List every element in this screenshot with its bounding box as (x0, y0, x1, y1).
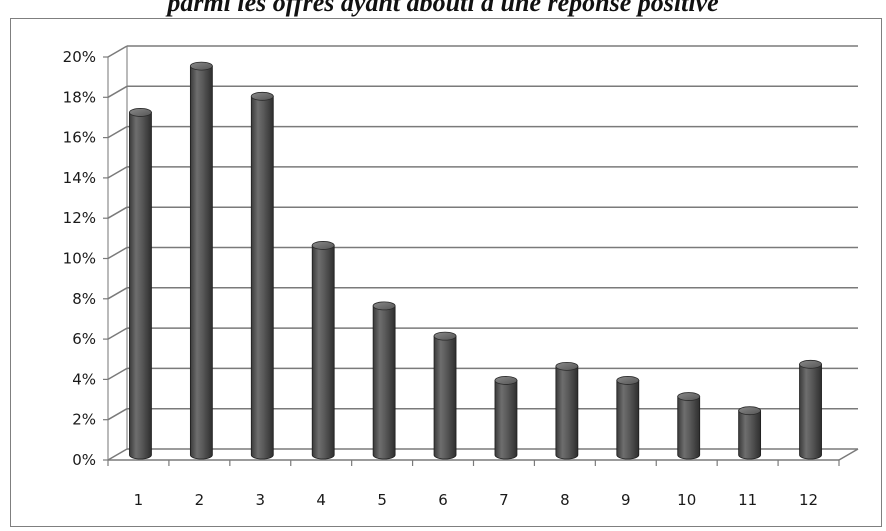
bar-1 (129, 108, 152, 460)
bar-body (738, 410, 762, 460)
chart-title: parmi les offres ayant abouti à une répo… (167, 0, 719, 17)
y-tick-label: 18% (63, 88, 96, 106)
gridline-diagonal (107, 246, 128, 260)
gridline-diagonal (107, 327, 128, 340)
bar-6 (433, 331, 457, 460)
y-tick-label: 8% (72, 290, 96, 308)
bar-cap (494, 376, 518, 385)
gridline-diagonal (107, 448, 128, 461)
y-tick-label: 14% (63, 169, 96, 187)
x-tick-label: 12 (799, 491, 818, 509)
y-tick-label: 6% (72, 330, 96, 348)
y-tick-label: 2% (72, 411, 96, 429)
bar-cap (677, 392, 701, 401)
bar-11 (738, 406, 762, 460)
bar-3 (250, 91, 274, 460)
bar-cap (372, 301, 396, 311)
y-tick-label: 0% (72, 451, 96, 469)
labels-layer: 0%2%4%6%8%10%12%14%16%18%20%1 2 3 4 5 6 7 8 9 10 1… (63, 48, 818, 509)
bar-12 (799, 359, 822, 460)
y-tick-label: 4% (72, 370, 96, 388)
bar-cap (433, 331, 457, 341)
bar-body (494, 380, 518, 460)
bar-body (372, 305, 396, 460)
grid-layer (103, 45, 859, 466)
bar-cap (311, 241, 335, 250)
x-tick-label: 7 (499, 491, 509, 509)
gridline-diagonal (107, 166, 128, 179)
gridline-diagonal (107, 45, 128, 58)
bar-cap (799, 359, 822, 369)
bar-cap (616, 376, 640, 385)
gridline-diagonal (107, 408, 128, 421)
bar-cap (129, 108, 152, 117)
bar-body (189, 65, 213, 460)
x-tick-label: 10 (677, 491, 696, 509)
y-tick-label: 12% (63, 209, 96, 227)
x-tick-label: 11 (738, 491, 757, 509)
bar-5 (372, 301, 396, 460)
bar-cap (250, 91, 274, 101)
bar-2 (189, 61, 213, 460)
bars-layer (129, 61, 822, 460)
x-tick-label: 2 (195, 491, 205, 509)
x-tick-label: 3 (256, 491, 266, 509)
x-tick-label: 1 (134, 491, 144, 509)
bar-body (250, 95, 274, 460)
bar-4 (311, 241, 335, 460)
bar-body (433, 335, 457, 460)
floor-right-edge (838, 448, 859, 461)
bar-cap (189, 61, 213, 71)
bar-9 (616, 376, 640, 460)
bar-body (677, 396, 701, 460)
x-tick-label: 6 (438, 491, 448, 509)
gridline-diagonal (107, 287, 128, 300)
gridline-diagonal (107, 367, 128, 381)
gridline-diagonal (107, 206, 128, 219)
bar-cap (555, 361, 579, 371)
bar-body (311, 245, 335, 460)
x-tick-label: 8 (560, 491, 570, 509)
x-tick-label: 9 (621, 491, 631, 509)
bar-body (616, 380, 640, 460)
bar-body (555, 365, 579, 460)
gridline-diagonal (107, 85, 128, 98)
bar-10 (677, 392, 701, 460)
bar-body (129, 112, 152, 460)
y-tick-label: 16% (63, 129, 96, 147)
bar-7 (494, 376, 518, 460)
y-tick-label: 10% (63, 250, 96, 268)
bar-body (799, 363, 822, 460)
gridline-diagonal (107, 125, 128, 139)
bar-8 (555, 361, 579, 460)
bar-cap (738, 406, 762, 416)
x-tick-label: 4 (316, 491, 326, 509)
y-tick-label: 20% (63, 48, 96, 66)
x-tick-label: 5 (377, 491, 387, 509)
